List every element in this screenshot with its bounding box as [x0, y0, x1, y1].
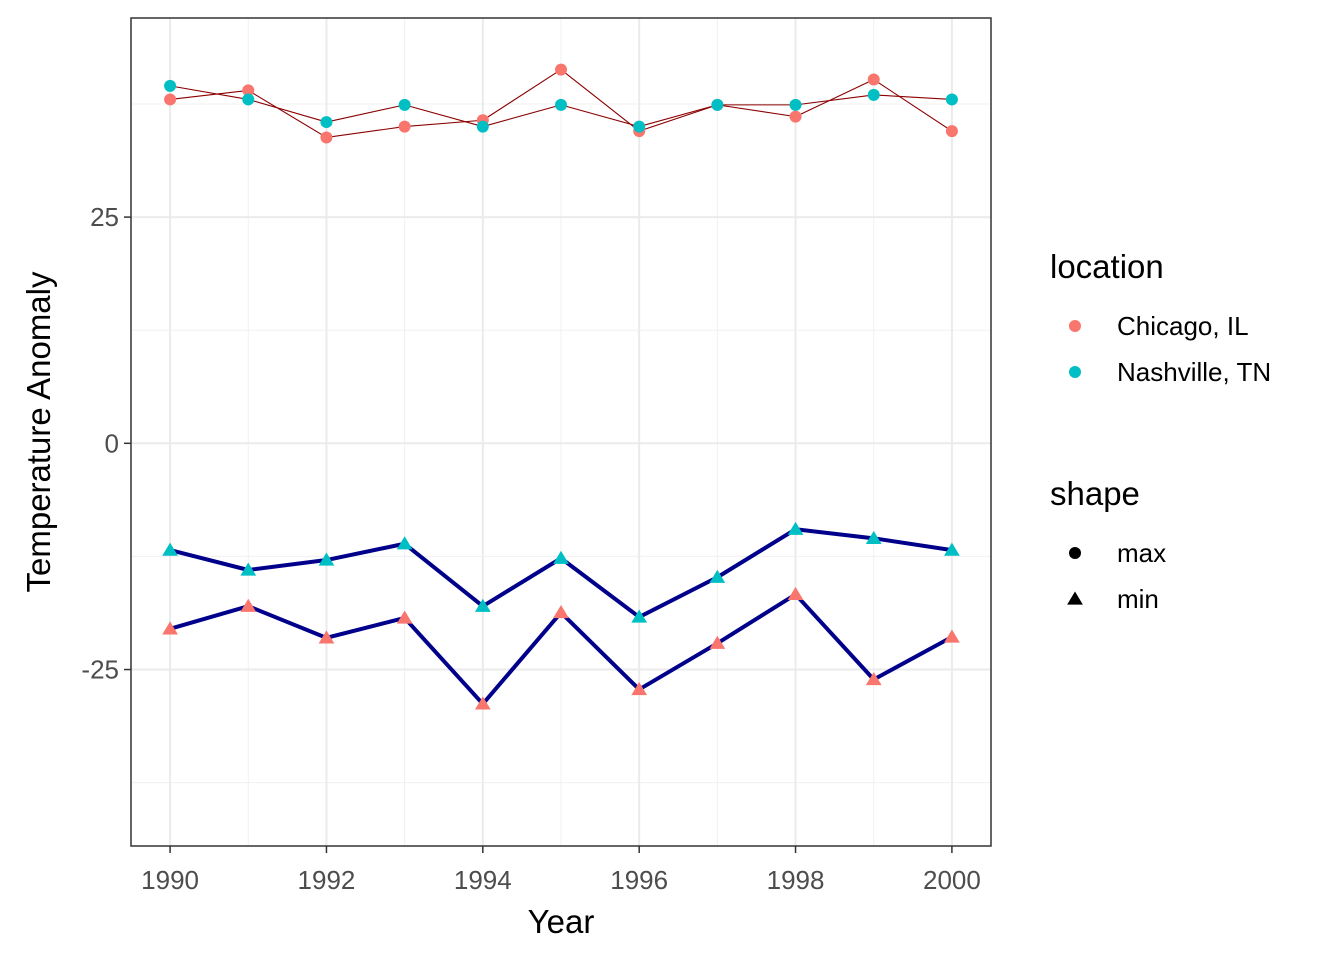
legend-label: min [1117, 584, 1159, 614]
data-point-min [709, 569, 726, 583]
data-point-max [867, 73, 880, 86]
series-points [162, 63, 960, 710]
data-point-min [865, 671, 882, 686]
data-point-min [396, 536, 413, 550]
legend-key-circle [1069, 547, 1081, 559]
legend-label: Chicago, IL [1117, 311, 1249, 341]
data-point-max [945, 125, 958, 138]
y-tick-label: 0 [105, 428, 119, 458]
data-point-max [242, 93, 255, 106]
x-tick-label: 1996 [610, 865, 668, 895]
data-point-max [945, 93, 958, 106]
legend-title: shape [1050, 475, 1140, 512]
y-axis-title: Temperature Anomaly [20, 271, 57, 592]
data-point-min [474, 598, 491, 612]
plot-border [130, 17, 992, 847]
data-point-min [396, 610, 413, 624]
data-point-max [789, 110, 802, 123]
data-point-max [867, 88, 880, 101]
legend-key-circle [1069, 366, 1081, 378]
data-point-max [164, 93, 177, 106]
x-axis-title: Year [528, 903, 595, 940]
data-point-max [555, 98, 567, 111]
data-point-max [555, 63, 567, 76]
x-tick-label: 1994 [454, 865, 512, 895]
data-point-max [242, 84, 255, 97]
data-point-min [474, 696, 491, 710]
x-tick-label: 1992 [298, 865, 356, 895]
legend-title: location [1050, 248, 1164, 285]
data-point-max [711, 98, 724, 111]
data-point-max [476, 120, 489, 133]
data-point-min [631, 609, 648, 623]
data-point-max [398, 120, 411, 133]
data-point-max [320, 131, 333, 144]
axes: -25 0 25 1990 1992 1994 1996 1998 2000 [81, 202, 980, 895]
x-tick-label: 1990 [141, 865, 199, 895]
data-point-min [709, 635, 726, 649]
data-point-min [240, 562, 257, 576]
data-point-max [789, 98, 802, 111]
data-point-max [633, 120, 646, 133]
data-point-min [553, 550, 569, 564]
data-point-min [787, 521, 804, 535]
x-tick-label: 1998 [767, 865, 825, 895]
data-point-min [162, 542, 178, 556]
legend-key-triangle [1067, 591, 1083, 605]
data-point-max [320, 116, 333, 129]
data-point-min [865, 530, 882, 544]
legend-label: max [1117, 538, 1166, 568]
data-point-max [164, 79, 177, 92]
x-tick-label: 2000 [923, 865, 981, 895]
legend-label: Nashville, TN [1117, 357, 1271, 387]
data-point-min [944, 629, 960, 643]
y-tick-label: -25 [81, 655, 119, 685]
data-point-max [398, 98, 411, 111]
grid-major [131, 18, 991, 846]
legends: location Chicago, IL Nashville, TN shape max… [1050, 248, 1271, 614]
data-point-min [240, 598, 257, 612]
data-point-min [944, 542, 960, 556]
data-point-min [553, 605, 569, 619]
data-point-min [787, 586, 804, 601]
legend-key-circle [1069, 320, 1081, 332]
data-point-min [162, 621, 178, 635]
data-point-min [318, 630, 335, 644]
data-point-min [631, 681, 648, 696]
y-tick-label: 25 [90, 202, 119, 232]
data-point-min [318, 552, 335, 566]
